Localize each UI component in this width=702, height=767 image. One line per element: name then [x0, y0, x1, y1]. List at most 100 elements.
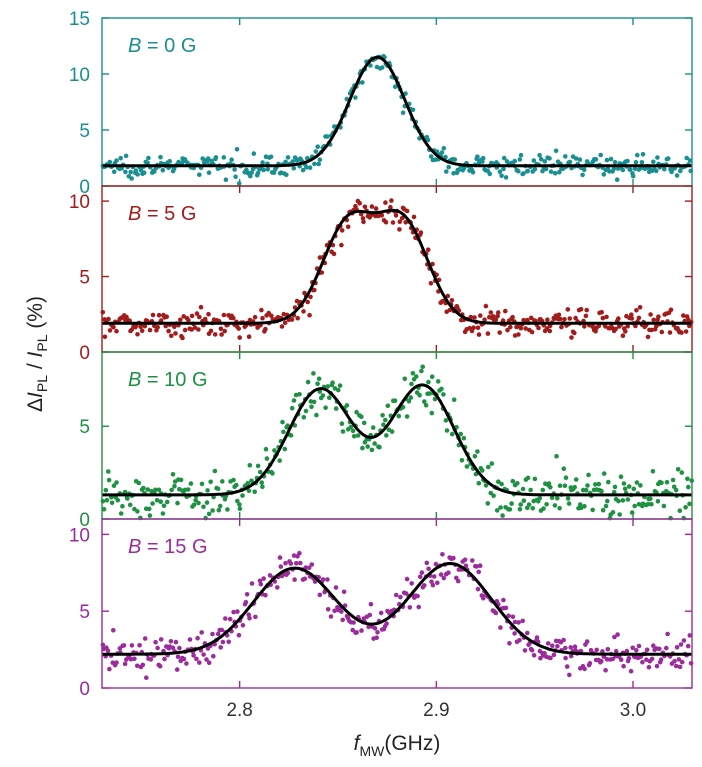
data-point: [237, 506, 243, 512]
data-point: [132, 656, 137, 662]
data-point: [444, 309, 450, 315]
data-point: [175, 654, 181, 660]
data-point: [631, 486, 637, 492]
data-point: [610, 656, 615, 662]
data-point: [283, 159, 288, 165]
data-point: [449, 298, 455, 303]
data-point: [301, 309, 306, 314]
data-point: [475, 325, 481, 331]
data-point: [181, 656, 187, 662]
data-point: [199, 481, 205, 487]
data-point: [603, 503, 609, 509]
data-point: [320, 393, 326, 398]
data-point: [261, 167, 266, 173]
data-point: [683, 329, 689, 334]
data-point: [594, 647, 599, 653]
data-point: [208, 328, 214, 334]
data-point: [268, 154, 274, 160]
x-tick-label: 2.8: [226, 700, 252, 721]
y-tick-label: 10: [69, 525, 90, 546]
data-point: [189, 327, 194, 332]
data-point: [106, 316, 111, 322]
data-point: [217, 503, 223, 509]
data-point: [170, 645, 176, 651]
data-point: [205, 156, 211, 161]
data-point: [516, 620, 521, 625]
data-point: [429, 374, 435, 380]
data-point: [325, 607, 331, 612]
data-point: [681, 515, 686, 521]
data-point: [567, 316, 573, 321]
data-point: [582, 504, 587, 509]
data-point: [438, 572, 444, 577]
data-point: [431, 574, 437, 579]
data-point: [317, 389, 323, 394]
data-point: [444, 169, 449, 174]
data-point: [649, 327, 654, 333]
data-point: [140, 662, 146, 668]
data-point: [100, 499, 106, 504]
data-point: [216, 507, 222, 513]
data-point: [332, 386, 338, 391]
data-point: [685, 476, 690, 482]
data-point: [498, 505, 503, 510]
data-point: [178, 477, 184, 483]
data-point: [305, 379, 311, 385]
data-point: [236, 632, 242, 638]
data-point: [599, 488, 604, 494]
data-point: [614, 177, 620, 182]
data-point: [485, 331, 491, 336]
data-point: [648, 496, 653, 502]
data-point: [471, 325, 476, 331]
data-point: [636, 315, 642, 321]
data-point: [370, 425, 376, 430]
data-point: [320, 577, 326, 582]
data-point: [523, 326, 528, 331]
data-point: [182, 157, 188, 162]
data-point: [503, 605, 509, 611]
data-point: [312, 287, 317, 293]
data-point: [620, 167, 626, 173]
data-point: [563, 655, 568, 661]
data-point: [528, 315, 534, 321]
data-point: [388, 204, 393, 210]
data-point: [531, 653, 537, 658]
data-point: [281, 429, 286, 435]
data-point: [563, 154, 568, 159]
data-point: [480, 468, 485, 473]
data-point: [567, 159, 573, 165]
data-point: [291, 398, 297, 403]
data-point: [610, 510, 616, 515]
x-axis-label-f: f: [354, 732, 362, 755]
data-point: [608, 156, 614, 162]
data-point: [107, 159, 113, 165]
data-point: [182, 327, 188, 333]
data-point: [243, 599, 249, 605]
data-point: [521, 498, 527, 504]
data-point: [532, 476, 538, 482]
data-point: [180, 335, 185, 341]
data-point: [203, 515, 208, 521]
data-point: [556, 312, 562, 318]
data-point: [621, 663, 626, 669]
y-tick-label: 0: [79, 510, 90, 531]
data-point: [304, 165, 309, 170]
data-point: [521, 171, 526, 176]
panel-3: 0 5 10 2.8 2.9 3.0 B = 15 G: [69, 518, 694, 721]
data-point: [548, 655, 553, 661]
data-point: [674, 173, 680, 178]
data-point: [169, 333, 174, 339]
data-point: [289, 405, 295, 411]
data-point: [317, 592, 323, 598]
data-point: [628, 167, 633, 172]
data-point: [277, 458, 283, 463]
data-point: [247, 616, 252, 621]
data-point: [184, 661, 189, 666]
data-point: [133, 168, 139, 173]
data-point: [227, 616, 233, 622]
data-point: [315, 381, 320, 387]
data-point: [516, 332, 521, 337]
data-point: [612, 634, 617, 640]
data-point: [317, 157, 323, 162]
y-axis-label-i2: I: [24, 351, 47, 357]
